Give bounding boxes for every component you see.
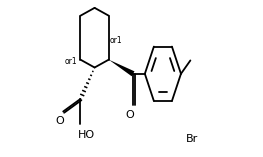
Text: or1: or1: [65, 57, 77, 66]
Text: Br: Br: [186, 134, 198, 144]
Polygon shape: [109, 60, 134, 76]
Text: HO: HO: [77, 130, 94, 140]
Text: or1: or1: [109, 36, 122, 45]
Text: O: O: [55, 116, 64, 127]
Text: O: O: [125, 110, 134, 120]
